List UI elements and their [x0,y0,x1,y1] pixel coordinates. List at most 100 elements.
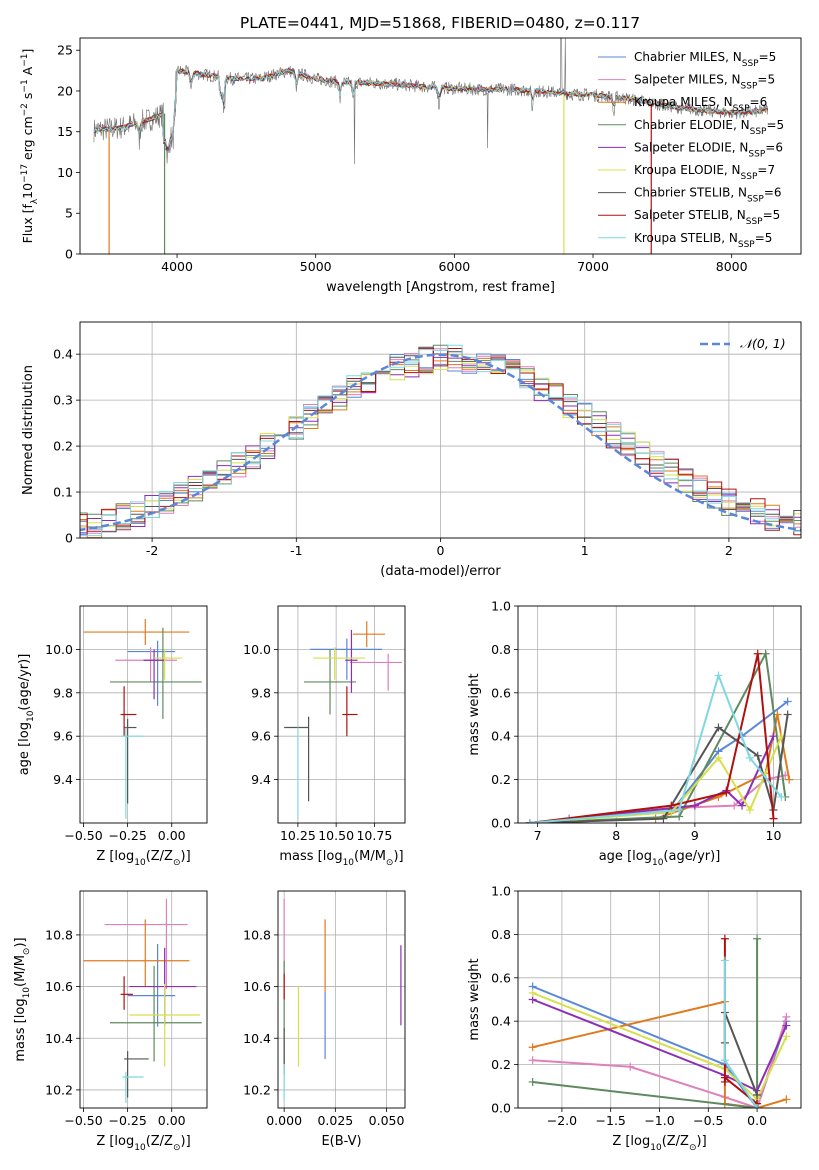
x-axis-label: wavelength [Angstrom, rest frame] [326,280,555,295]
y-axis-label-superscript: −1 [20,54,30,67]
legend-label: Kroupa STELIB, NSSP=5 [634,231,772,250]
x-tick-label: 8 [612,828,620,843]
axes-frame [277,890,406,1109]
x-axis-label: Z [log10(Z/Z⊙)] [612,1134,706,1153]
legend-label-text: Chabrier STELIB, N [634,186,747,200]
mass-weight-marker [714,753,723,762]
y-tick-label: 9.6 [251,729,271,744]
y-axis-label-text: Flux [f [20,204,35,244]
mass-weight-marker [782,1012,791,1021]
y-tick-label: 5 [65,206,73,221]
mass-weight-marker [528,1077,537,1086]
x-axis-label-subscript: 10 [134,1143,146,1153]
axes-frame [517,605,802,824]
mass-weight-series [723,960,758,1108]
x-axis-label-text: (Z/Z [662,1134,689,1149]
x-tick-label: −0.50 [64,828,102,843]
y-axis-label-text: s [20,93,35,104]
legend-label-subscript: SSP [746,217,763,227]
mass-weight-marker [738,801,747,810]
y-tick-label: 9.4 [53,772,73,787]
histogram-series [80,344,801,537]
mass-weight-vs-metallicity-panel: −2.0 −1.5 −1.0 −0.5 0.0 0.0 0.2 0.4 0.6 0.8 1.0 Z [… [467,884,802,1153]
histogram-series [80,356,801,535]
mass-weight-marker [626,1062,635,1071]
x-tick-label: 0.025 [317,1113,353,1128]
y-tick-label: 0 [65,247,73,262]
histogram-series [80,347,801,536]
mass-weight-marker [525,819,534,823]
x-tick-label: −2.0 [547,1113,577,1128]
y-tick-label: 1.0 [491,884,511,899]
y-axis-label: mass [log10(M/M⊙)] [13,937,32,1061]
axes-frame [277,605,406,824]
x-tick-label: 6000 [438,259,470,274]
x-tick-label: 10 [766,828,782,843]
y-axis-label: mass weight [467,958,482,1040]
x-axis-label-subscript: 10 [650,1143,662,1153]
legend-label: Chabrier ELODIE, NSSP=5 [634,118,784,137]
y-tick-label: 10.6 [243,979,271,994]
x-tick-label: −1.0 [644,1113,674,1128]
legend-label-subscript: SSP [747,195,764,205]
x-tick-label: -2 [146,543,158,558]
legend-label-text: =5 [763,208,781,222]
mass-weight-marker [659,814,668,823]
legend-label-text: Kroupa STELIB, N [634,231,738,245]
normal-reference-curve [80,353,801,532]
y-tick-label: 9.8 [251,685,271,700]
mass-weight-marker [782,1095,791,1104]
legend-label-subscript: SSP [742,59,759,69]
y-axis-label-text: ] [20,49,35,54]
mass-weight-marker [761,649,770,658]
x-tick-label: 7000 [577,259,609,274]
mass-vs-extinction-panel: 0.000 0.025 0.050 10.2 10.4 10.6 10.8 E(B-V) [243,890,406,1149]
y-tick-label: 10.8 [45,927,73,942]
legend-label: Salpeter ELODIE, NSSP=6 [634,140,783,159]
y-axis-label-text: mass [log [13,998,28,1061]
mass-weight-marker [753,649,762,658]
x-tick-label: 10.50 [318,828,354,843]
y-axis-label: Normed distribution [21,365,36,495]
x-tick-label: 0.000 [266,1113,302,1128]
y-axis-label-text: 10 [20,183,35,199]
legend-label-text: Chabrier ELODIE, N [634,118,750,132]
legend-label-text: =6 [750,95,768,109]
mass-weight-marker [667,801,676,810]
x-axis-label-subscript: 10 [134,858,146,868]
mass-weight-series [529,700,789,823]
x-axis-label-text: age [log [599,849,652,864]
mass-weight-marker [528,1056,537,1065]
errorbar-points [83,619,202,819]
x-axis-label-text: )] [181,1134,191,1149]
y-tick-label: 0.4 [491,729,511,744]
mass-weight-marker [745,753,754,762]
x-tick-label: −0.25 [108,1113,146,1128]
x-tick-label: 10.75 [356,828,392,843]
x-tick-label: 0.00 [158,828,186,843]
y-axis-label-subscript: λ [30,198,40,204]
mass-weight-marker [730,801,739,810]
legend-label-subscript: SSP [750,127,767,137]
x-axis-label-sun-subscript: ⊙ [173,858,181,868]
histogram-series [80,348,801,534]
x-tick-label: 0 [437,543,445,558]
axes-frame [79,321,802,539]
legend-label-text: =5 [759,50,777,64]
y-tick-label: 20 [57,83,73,98]
y-tick-label: 0.0 [491,816,511,831]
axes-frame [79,890,208,1109]
y-tick-label: 0.8 [491,927,511,942]
x-axis-label: Z [log10(Z/Z⊙)] [96,849,190,868]
legend-label-subscript: SSP [748,149,765,159]
legend-label-subscript: SSP [733,104,750,114]
legend-label: Chabrier STELIB, NSSP=6 [634,186,782,205]
age-vs-metallicity-panel: −0.50 −0.25 0.009.49.69.810.0Z [log10(Z/Z⊙… [17,605,208,868]
legend-label-text: Chabrier MILES, N [634,50,742,64]
y-tick-label: 10.4 [45,1031,73,1046]
y-axis-label-superscript: −17 [20,164,30,183]
y-tick-label: 0.4 [53,347,73,362]
age-vs-mass-panel: 10.25 10.50 10.75 9.4 9.6 9.8 10.0 mass [log10(… [243,605,406,868]
figure-title: PLATE=0441, MJD=51868, FIBERID=0480, z=0… [240,14,640,32]
